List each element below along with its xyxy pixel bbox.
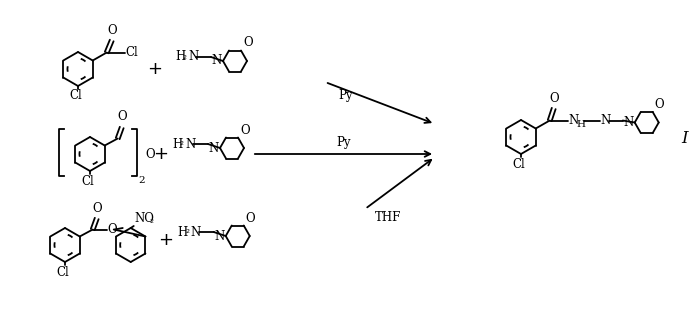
Text: N: N	[624, 116, 634, 129]
Text: Cl: Cl	[512, 158, 526, 171]
Text: +: +	[147, 60, 162, 78]
Text: O: O	[243, 37, 252, 49]
Text: Py: Py	[336, 136, 351, 149]
Text: Cl: Cl	[82, 175, 94, 188]
Text: O: O	[246, 212, 255, 225]
Text: N: N	[185, 137, 195, 150]
Text: +: +	[154, 145, 168, 163]
Text: Cl: Cl	[70, 89, 82, 102]
Text: $_2$: $_2$	[185, 228, 190, 236]
Text: N: N	[215, 230, 224, 243]
Text: N: N	[600, 114, 611, 127]
Text: H: H	[175, 50, 185, 63]
Text: O: O	[108, 223, 117, 236]
Text: Py: Py	[338, 89, 352, 101]
Text: Cl: Cl	[57, 266, 69, 279]
Text: O: O	[117, 111, 127, 124]
Text: O: O	[145, 147, 154, 161]
Text: 2: 2	[138, 176, 145, 185]
Text: O: O	[549, 92, 559, 105]
Text: N: N	[212, 55, 222, 67]
Text: O: O	[240, 124, 250, 136]
Text: O: O	[92, 201, 101, 215]
Text: H: H	[178, 226, 188, 238]
Text: N: N	[191, 226, 201, 238]
Text: N: N	[569, 114, 579, 127]
Text: THF: THF	[375, 211, 401, 224]
Text: Cl: Cl	[126, 46, 138, 59]
Text: H: H	[577, 120, 586, 129]
Text: $_2$: $_2$	[182, 53, 187, 61]
Text: N: N	[188, 50, 199, 63]
Text: $_2$: $_2$	[149, 217, 154, 226]
Text: O: O	[655, 98, 664, 111]
Text: O: O	[107, 24, 117, 37]
Text: H: H	[172, 137, 182, 150]
Text: I: I	[682, 130, 688, 147]
Text: N: N	[209, 142, 219, 154]
Text: $_2$: $_2$	[179, 140, 185, 148]
Text: NO: NO	[135, 212, 154, 225]
Text: +: +	[158, 231, 173, 249]
